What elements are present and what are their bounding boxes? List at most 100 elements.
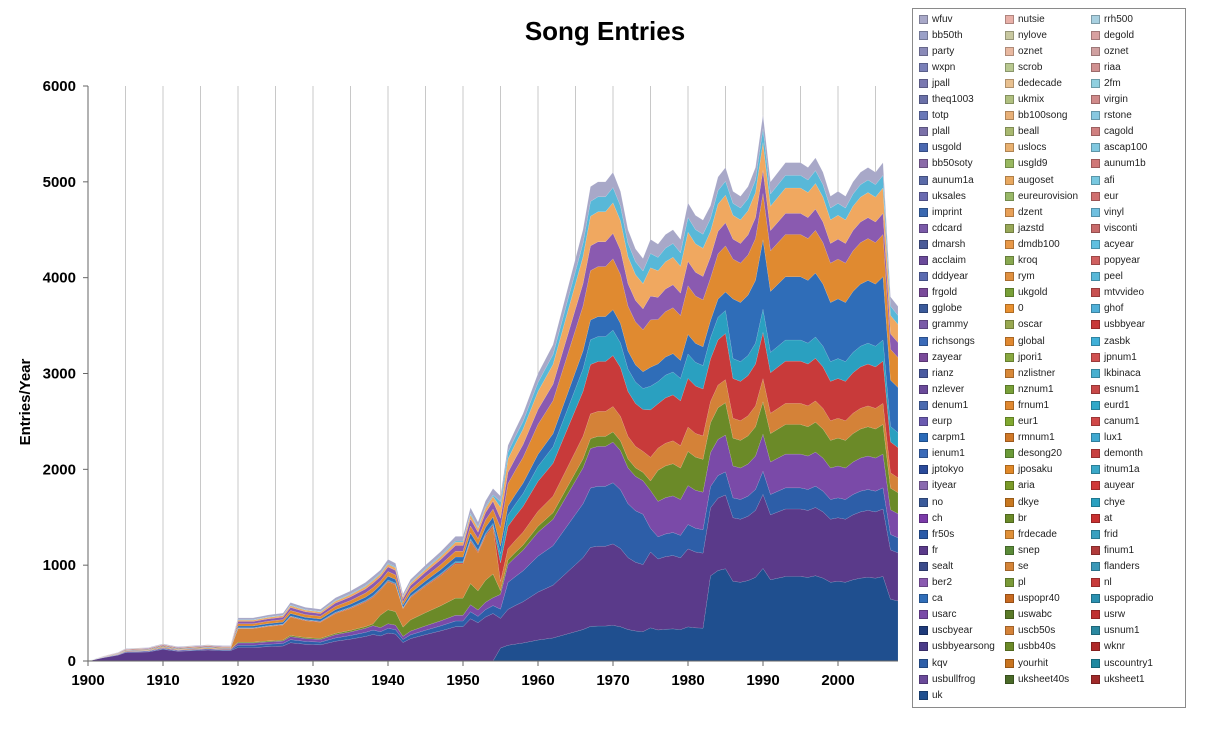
legend-swatch	[919, 400, 928, 410]
legend-swatch	[1005, 578, 1014, 587]
legend-label: esnum1	[1104, 383, 1140, 395]
legend-swatch	[919, 143, 928, 153]
legend-label: usnum1	[1104, 625, 1140, 637]
legend-swatch	[1005, 14, 1014, 24]
legend-label: lux1	[1104, 432, 1123, 444]
legend-label: zasbk	[1104, 335, 1131, 347]
legend-swatch	[919, 626, 928, 636]
legend-item-esnum1: esnum1	[1091, 381, 1140, 397]
x-tick-label: 1960	[521, 672, 554, 689]
y-tick-label: 1000	[43, 557, 76, 574]
legend-label: uk	[932, 689, 943, 701]
legend-swatch	[1005, 433, 1014, 443]
x-tick-label: 1990	[746, 672, 779, 689]
legend-swatch	[1005, 111, 1014, 121]
legend-item-popyear: popyear	[1091, 253, 1140, 269]
legend-item-aunum1a: aunum1a	[919, 172, 974, 188]
legend-item-ityear: ityear	[919, 478, 956, 494]
legend-label: jpnum1	[1104, 351, 1137, 363]
legend-item-uswabc: uswabc	[1005, 607, 1052, 623]
legend-item-rianz: rianz	[919, 365, 954, 381]
legend-item-usnum1: usnum1	[1091, 623, 1140, 639]
legend-item-oznet: oznet	[1091, 43, 1128, 59]
legend-item-wxpn: wxpn	[919, 59, 955, 75]
legend-item-virgin: virgin	[1091, 92, 1128, 108]
legend-item-acclaim: acclaim	[919, 253, 966, 269]
legend-swatch	[1005, 304, 1014, 314]
area-usbb40s	[87, 400, 899, 662]
legend-swatch	[1091, 127, 1100, 137]
legend-swatch	[1091, 239, 1100, 249]
legend-swatch	[919, 111, 928, 121]
y-tick-label: 6000	[43, 78, 76, 95]
legend-item-desong20: desong20	[1005, 446, 1062, 462]
legend-item-auyear: auyear	[1091, 478, 1135, 494]
legend-swatch	[1091, 561, 1100, 571]
legend-label: frdecade	[1018, 528, 1057, 540]
legend-item-ascap100: ascap100	[1091, 140, 1147, 156]
legend-swatch	[919, 288, 928, 298]
legend-item-usgld9: usgld9	[1005, 156, 1047, 172]
legend-label: nylove	[1018, 29, 1047, 41]
legend-swatch	[1091, 465, 1100, 475]
legend-item-dedecade: dedecade	[1005, 75, 1062, 91]
legend-swatch	[1005, 352, 1014, 362]
legend-swatch	[919, 239, 928, 249]
legend-swatch	[1005, 658, 1014, 668]
legend-label: uscb50s	[1018, 625, 1056, 637]
legend-label: finum1	[1104, 544, 1135, 556]
legend-item-acyear: acyear	[1091, 236, 1134, 252]
area-ukmix	[87, 114, 899, 662]
legend-swatch	[919, 95, 928, 104]
legend-label: jptokyo	[932, 464, 964, 476]
legend-item-yourhit: yourhit	[1005, 655, 1048, 671]
legend-swatch	[919, 46, 928, 56]
legend-swatch	[919, 336, 928, 346]
legend-label: uslocs	[1018, 142, 1047, 154]
y-tick-label: 5000	[43, 174, 76, 191]
legend-item-demonth: demonth	[1091, 446, 1143, 462]
legend-label: ityear	[932, 480, 957, 492]
legend-label: uksheet40s	[1018, 673, 1070, 685]
legend-item-chye: chye	[1091, 494, 1125, 510]
legend-swatch	[1091, 256, 1100, 265]
legend-swatch	[919, 352, 928, 362]
legend-item-visconti: visconti	[1091, 220, 1137, 236]
legend-swatch	[1091, 143, 1100, 153]
legend-item-usbb40s: usbb40s	[1005, 639, 1056, 655]
legend-swatch	[1091, 626, 1100, 636]
legend-swatch	[919, 433, 928, 443]
legend-label: fr	[932, 544, 939, 556]
legend-item-itnum1a: itnum1a	[1091, 462, 1140, 478]
legend-swatch	[1005, 610, 1014, 620]
legend-item-fr: fr	[919, 542, 938, 558]
legend-item-lkbinaca: lkbinaca	[1091, 365, 1141, 381]
legend-item-totp: totp	[919, 108, 949, 124]
legend-label: bb100song	[1018, 110, 1068, 122]
legend-label: jpori1	[1018, 351, 1043, 363]
legend-item-plall: plall	[919, 124, 950, 140]
legend-label: demonth	[1104, 448, 1143, 460]
legend-swatch	[1091, 674, 1100, 684]
legend-label: ienum1	[932, 448, 965, 460]
legend-item-ukgold: ukgold	[1005, 285, 1047, 301]
legend-swatch	[919, 191, 928, 201]
legend-label: se	[1018, 560, 1029, 572]
legend-swatch	[1005, 529, 1014, 539]
legend-item-degold: degold	[1091, 27, 1134, 43]
legend-item-mtvvideo: mtvvideo	[1091, 285, 1144, 301]
legend-label: usbullfrog	[932, 673, 976, 685]
legend-label: eur1	[1018, 416, 1039, 427]
legend-item-uk: uk	[919, 687, 943, 703]
legend-item-carpm1: carpm1	[919, 430, 965, 446]
legend-label: wxpn	[932, 61, 956, 73]
legend-item-pl: pl	[1005, 575, 1026, 591]
legend-label: rym	[1018, 271, 1035, 283]
legend-swatch	[919, 62, 928, 72]
legend-swatch	[919, 545, 928, 555]
legend-label: dzent	[1018, 206, 1043, 218]
legend-item-ch: ch	[919, 510, 943, 526]
legend-item-vinyl: vinyl	[1091, 204, 1124, 220]
legend-label: frnum1	[1018, 399, 1050, 411]
legend-label: gglobe	[932, 303, 963, 315]
